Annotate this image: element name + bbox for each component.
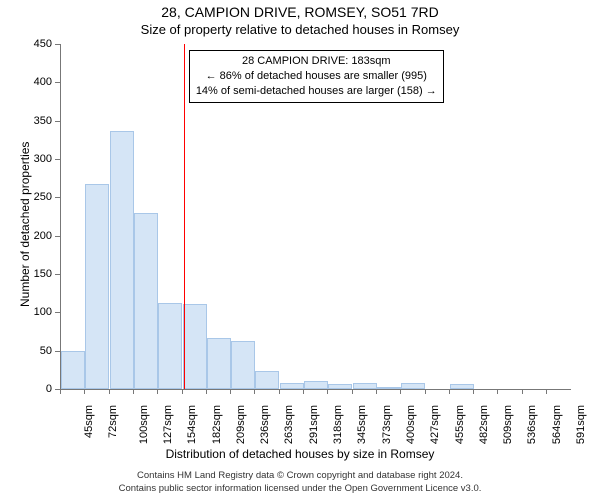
x-tick-mark	[497, 389, 498, 394]
y-tick-label: 0	[46, 383, 52, 395]
y-tick-label: 300	[34, 153, 52, 165]
callout-line: 28 CAMPION DRIVE: 183sqm	[196, 54, 437, 69]
x-tick-mark	[109, 389, 110, 394]
x-tick-label: 45sqm	[83, 405, 95, 438]
x-tick-label: 455sqm	[454, 405, 466, 444]
y-tick-label: 50	[40, 345, 52, 357]
x-tick-label: 182sqm	[211, 405, 223, 444]
x-tick-mark	[352, 389, 353, 394]
histogram-chart: 0 50 100 150 200 250 300 350 400 450 Number of det…	[0, 0, 600, 500]
histogram-bar	[377, 387, 401, 389]
x-tick-mark	[449, 389, 450, 394]
histogram-bar	[207, 338, 231, 389]
callout-line: 14% of semi-detached houses are larger (…	[196, 84, 437, 99]
y-axis-label: Number of detached properties	[18, 141, 32, 306]
y-tick-label: 350	[34, 115, 52, 127]
y-tick-label: 150	[34, 268, 52, 280]
x-tick-label: 127sqm	[162, 405, 174, 444]
y-tick-mark	[55, 159, 60, 160]
x-tick-label: 209sqm	[235, 405, 247, 444]
y-tick-mark	[55, 236, 60, 237]
x-tick-label: 345sqm	[356, 405, 368, 444]
x-tick-label: 509sqm	[502, 405, 514, 444]
y-tick-label: 400	[34, 76, 52, 88]
x-tick-mark	[327, 389, 328, 394]
x-tick-label: 318sqm	[332, 405, 344, 444]
x-tick-label: 564sqm	[551, 405, 563, 444]
x-tick-mark	[60, 389, 61, 394]
y-tick-label: 250	[34, 191, 52, 203]
y-tick-mark	[55, 312, 60, 313]
histogram-bar	[353, 383, 377, 389]
x-tick-mark	[376, 389, 377, 394]
histogram-bar	[158, 303, 182, 389]
x-tick-mark	[182, 389, 183, 394]
x-tick-label: 536sqm	[526, 405, 538, 444]
footer-line-1: Contains HM Land Registry data © Crown c…	[0, 470, 600, 483]
page: 28, CAMPION DRIVE, ROMSEY, SO51 7RD Size…	[0, 0, 600, 500]
x-tick-mark	[157, 389, 158, 394]
x-tick-label: 263sqm	[283, 405, 295, 444]
y-tick-mark	[55, 121, 60, 122]
x-tick-label: 236sqm	[259, 405, 271, 444]
x-tick-label: 482sqm	[478, 405, 490, 444]
y-tick-mark	[55, 82, 60, 83]
x-tick-mark	[400, 389, 401, 394]
x-tick-label: 400sqm	[405, 405, 417, 444]
histogram-bar	[280, 383, 304, 389]
x-tick-label: 291sqm	[308, 405, 320, 444]
x-tick-mark	[133, 389, 134, 394]
histogram-bar	[183, 304, 207, 389]
x-tick-mark	[303, 389, 304, 394]
callout-box: 28 CAMPION DRIVE: 183sqm← 86% of detache…	[189, 50, 444, 103]
x-tick-mark	[206, 389, 207, 394]
x-tick-mark	[425, 389, 426, 394]
x-tick-label: 100sqm	[138, 405, 150, 444]
y-tick-label: 100	[34, 306, 52, 318]
callout-line: ← 86% of detached houses are smaller (99…	[196, 69, 437, 84]
histogram-bar	[61, 351, 85, 389]
y-tick-mark	[55, 274, 60, 275]
y-tick-label: 200	[34, 230, 52, 242]
footer-line-2: Contains public sector information licen…	[0, 483, 600, 496]
histogram-bar	[328, 384, 352, 389]
x-tick-mark	[522, 389, 523, 394]
x-tick-mark	[473, 389, 474, 394]
x-axis-label: Distribution of detached houses by size …	[0, 447, 600, 461]
x-tick-label: 427sqm	[429, 405, 441, 444]
x-tick-mark	[84, 389, 85, 394]
y-tick-mark	[55, 44, 60, 45]
y-tick-mark	[55, 351, 60, 352]
histogram-bar	[304, 381, 328, 389]
x-tick-label: 591sqm	[575, 405, 587, 444]
x-tick-label: 72sqm	[107, 405, 119, 438]
histogram-bar	[134, 213, 158, 389]
histogram-bar	[401, 383, 425, 389]
histogram-bar	[255, 371, 279, 389]
histogram-bar	[110, 131, 134, 389]
marker-line	[184, 44, 185, 389]
y-tick-label: 450	[34, 38, 52, 50]
footer-attribution: Contains HM Land Registry data © Crown c…	[0, 470, 600, 496]
x-tick-mark	[279, 389, 280, 394]
histogram-bar	[231, 341, 255, 389]
x-tick-label: 373sqm	[381, 405, 393, 444]
x-tick-mark	[546, 389, 547, 394]
x-tick-label: 154sqm	[186, 405, 198, 444]
histogram-bar	[85, 184, 109, 389]
x-tick-mark	[254, 389, 255, 394]
histogram-bar	[450, 384, 474, 389]
y-tick-mark	[55, 197, 60, 198]
x-tick-mark	[230, 389, 231, 394]
